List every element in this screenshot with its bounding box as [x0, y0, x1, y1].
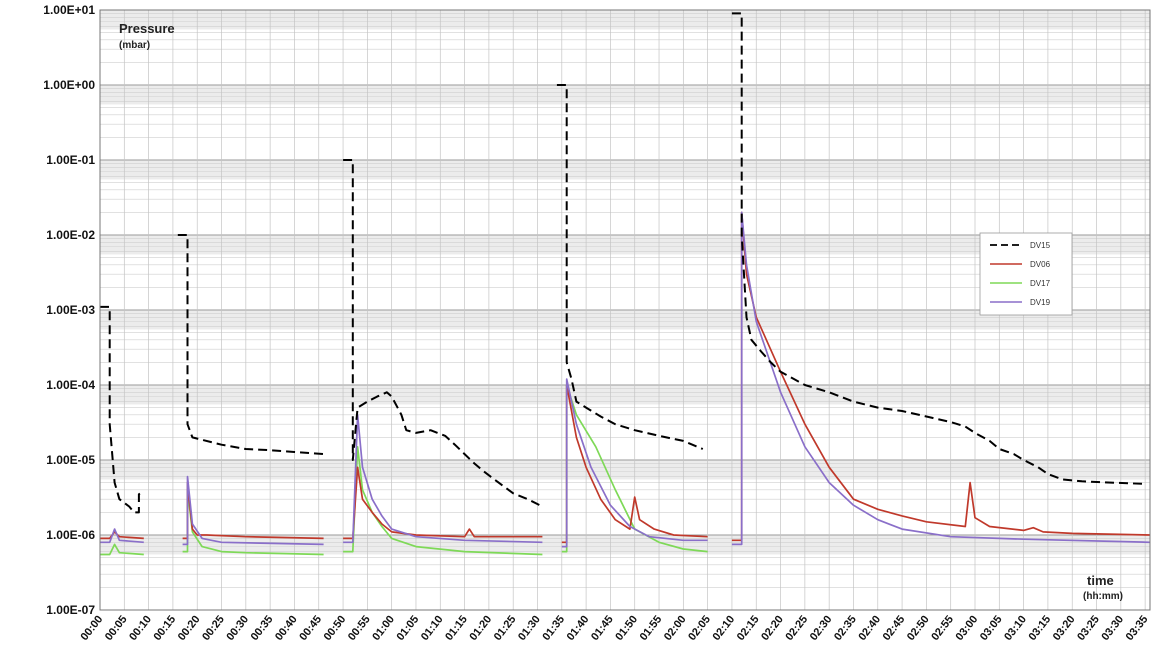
y-tick-label: 1.00E-01: [46, 153, 95, 167]
series-line-dv15: [556, 84, 704, 450]
decade-band: [100, 535, 1150, 555]
x-tick-label: 01:55: [638, 613, 665, 643]
decade-band: [100, 310, 1150, 330]
y-axis-unit: (mbar): [119, 40, 150, 51]
series-line-dv15: [177, 234, 324, 456]
x-tick-labels: 00:0000:0500:1000:1500:2000:2500:3000:35…: [79, 613, 1151, 643]
y-tick-label: 1.00E-06: [46, 528, 95, 542]
x-tick-label: 03:05: [978, 613, 1005, 643]
x-tick-label: 03:00: [954, 613, 981, 643]
series-line-dv06: [100, 531, 144, 540]
x-tick-label: 01:30: [516, 613, 543, 643]
x-tick-label: 00:25: [200, 613, 227, 643]
x-tick-label: 01:35: [540, 613, 567, 643]
series-line-dv19: [182, 475, 324, 546]
x-tick-label: 02:50: [905, 613, 932, 643]
x-tick-label: 02:30: [808, 613, 835, 643]
x-tick-label: 01:40: [565, 613, 592, 643]
x-tick-label: 01:10: [419, 613, 446, 643]
x-tick-label: 00:40: [273, 613, 300, 643]
x-tick-label: 01:25: [492, 613, 519, 643]
x-tick-label: 02:20: [759, 613, 786, 643]
series-lines: [100, 12, 1151, 556]
decade-band: [100, 160, 1150, 180]
x-tick-label: 00:20: [176, 613, 203, 643]
x-tick-label: 00:35: [249, 613, 276, 643]
legend-label-dv19: DV19: [1030, 298, 1051, 307]
x-tick-label: 01:20: [467, 613, 494, 643]
x-tick-label: 00:15: [151, 613, 178, 643]
series-line-dv15: [100, 305, 145, 514]
x-tick-label: 02:10: [711, 613, 738, 643]
x-tick-label: 03:20: [1051, 613, 1078, 643]
x-tick-label: 00:45: [297, 613, 324, 643]
legend: DV15 DV06 DV17 DV19: [979, 232, 1073, 316]
x-tick-label: 01:00: [370, 613, 397, 643]
y-tick-labels: 1.00E-07 1.00E-06 1.00E-05 1.00E-04 1.00E-03…: [43, 3, 95, 617]
x-tick-label: 01:15: [443, 613, 470, 643]
x-tick-label: 00:30: [224, 613, 251, 643]
x-tick-label: 02:45: [881, 613, 908, 643]
series-line-dv19: [561, 378, 708, 548]
x-tick-label: 02:25: [783, 613, 810, 643]
x-tick-label: 00:55: [346, 613, 373, 643]
x-tick-label: 03:10: [1002, 613, 1029, 643]
grid-lines: [99, 9, 1150, 611]
decade-band: [100, 10, 1150, 30]
x-tick-label: 03:35: [1124, 613, 1151, 643]
decade-band: [100, 235, 1150, 255]
series-line-dv17: [100, 543, 144, 556]
x-tick-label: 01:50: [613, 613, 640, 643]
series-line-dv15: [343, 159, 543, 508]
x-tick-label: 01:05: [395, 613, 422, 643]
x-tick-label: 00:50: [322, 613, 349, 643]
x-tick-label: 00:10: [127, 613, 154, 643]
x-tick-label: 03:15: [1026, 613, 1053, 643]
series-line-dv15: [731, 12, 1146, 485]
series-line-dv19: [100, 528, 144, 544]
legend-label-dv15: DV15: [1030, 241, 1051, 250]
x-tick-label: 02:15: [735, 613, 762, 643]
x-tick-label: 02:55: [929, 613, 956, 643]
x-axis-label: time: [1087, 573, 1114, 588]
x-tick-label: 02:00: [662, 613, 689, 643]
series-line-dv06: [343, 466, 543, 540]
x-axis-unit: (hh:mm): [1083, 591, 1123, 602]
y-tick-label: 1.00E-02: [46, 228, 95, 242]
y-tick-label: 1.00E-03: [46, 303, 95, 317]
plot-frame: [99, 9, 1151, 611]
x-tick-label: 02:35: [832, 613, 859, 643]
x-tick-label: 02:05: [686, 613, 713, 643]
decade-band: [100, 385, 1150, 405]
x-tick-label: 00:00: [79, 613, 106, 643]
legend-label-dv17: DV17: [1030, 279, 1051, 288]
x-tick-label: 03:25: [1075, 613, 1102, 643]
x-tick-label: 02:40: [856, 613, 883, 643]
x-tick-label: 01:45: [589, 613, 616, 643]
x-tick-label: 00:05: [103, 613, 130, 643]
legend-label-dv06: DV06: [1030, 260, 1051, 269]
series-line-dv19: [343, 413, 543, 544]
y-tick-label: 1.00E+01: [43, 3, 95, 17]
decade-band: [100, 85, 1150, 105]
y-axis-label: Pressure: [119, 21, 175, 36]
y-tick-label: 1.00E-07: [46, 603, 95, 617]
y-tick-label: 1.00E-05: [46, 453, 95, 467]
y-tick-label: 1.00E+00: [43, 78, 95, 92]
y-tick-label: 1.00E-04: [46, 378, 95, 392]
x-tick-label: 03:30: [1099, 613, 1126, 643]
